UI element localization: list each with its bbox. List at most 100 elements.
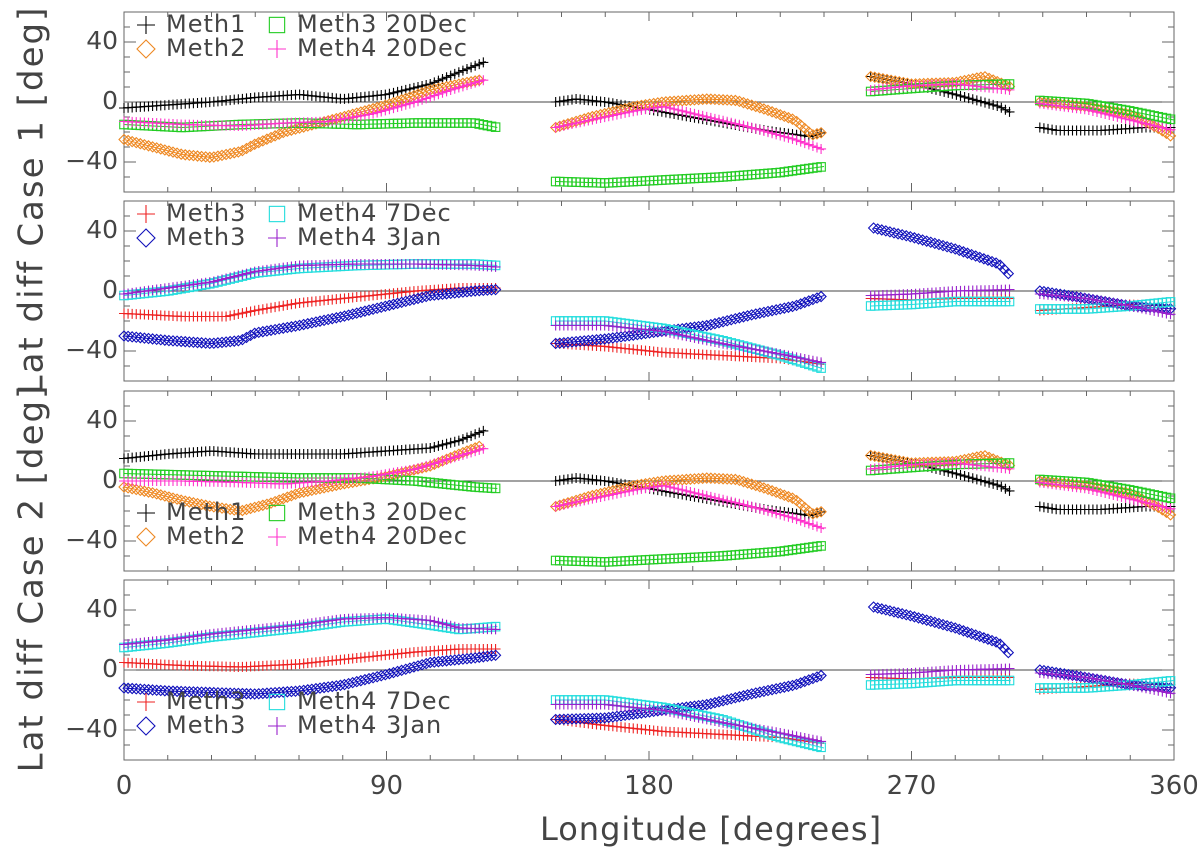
data-point [404,465,415,475]
data-point [199,337,212,349]
data-point [433,457,444,468]
data-point [873,451,885,463]
data-point [179,685,192,698]
data-point [1112,298,1123,309]
data-point [766,485,778,497]
data-point [677,330,688,341]
data-point [591,492,602,503]
data-point [462,432,472,443]
data-point [812,521,822,532]
data-point [257,135,269,147]
data-point [449,68,460,79]
data-point [425,459,436,470]
data-point [726,117,737,128]
data-point [453,67,464,78]
data-point [980,476,990,487]
data-point [741,477,754,489]
data-point [281,491,294,503]
data-point [996,102,1007,113]
y-tick-label: 40 [86,405,118,434]
data-point [224,503,236,516]
data-point [714,493,724,504]
data-point [154,489,167,501]
data-point [421,460,432,471]
data-point [195,150,208,163]
data-point [951,89,962,100]
data-point [734,341,745,352]
data-point [146,487,159,499]
data-point [611,99,622,109]
data-point [1034,501,1045,512]
data-point [159,490,171,502]
data-point [807,293,819,306]
data-point [396,100,407,111]
data-point [558,499,569,510]
data-point [770,107,782,120]
data-point [462,448,472,459]
data-point [421,93,432,104]
data-point [138,138,151,151]
data-point [992,101,1003,112]
data-point [130,483,143,496]
data-point [714,114,724,125]
data-point [270,302,281,313]
data-point [771,348,782,359]
data-point [660,481,671,492]
data-point [701,335,712,346]
data-point [803,139,814,150]
data-point [413,81,423,92]
data-point [721,473,733,485]
series-meth2 [118,70,1177,164]
data-point [660,326,671,337]
data-point [713,472,725,485]
data-point [746,122,757,133]
data-point [134,683,147,695]
data-point [677,105,688,116]
data-point [1112,490,1123,501]
data-point [717,473,729,485]
data-point [187,686,200,698]
data-point [611,109,622,120]
data-point [1161,502,1172,513]
legend-marker [136,527,156,547]
data-point [1145,305,1156,316]
data-point [583,494,594,505]
data-point [408,464,419,475]
data-point [864,70,877,83]
data-point [688,473,701,485]
data-point [257,304,268,315]
data-point [155,283,166,294]
data-point [696,472,709,485]
data-point [722,339,733,350]
legend-marker [136,39,156,59]
data-point [470,60,481,71]
data-point [1004,663,1015,674]
data-point [123,288,134,299]
data-point [188,279,199,290]
y-tick-label: 40 [86,594,118,623]
data-point [616,487,626,498]
legend-marker [136,228,156,248]
data-point [575,117,586,128]
data-point [1108,298,1119,309]
data-point [771,508,782,519]
series-meth4-7dec [119,614,1176,753]
data-point [269,495,281,508]
data-point [749,479,762,492]
data-point [579,495,590,506]
data-point [237,308,248,319]
data-point [791,352,802,363]
data-point [599,491,610,502]
data-point [632,484,643,495]
data-point [154,143,167,155]
data-point [388,467,399,478]
data-point [1161,123,1172,134]
data-point [429,90,440,101]
data-point [562,474,573,485]
legend-label: Meth1 [166,498,246,526]
data-point [236,144,249,157]
data-point [437,439,448,450]
series-line [1039,301,1175,310]
data-point [583,115,594,126]
data-point [286,261,297,272]
